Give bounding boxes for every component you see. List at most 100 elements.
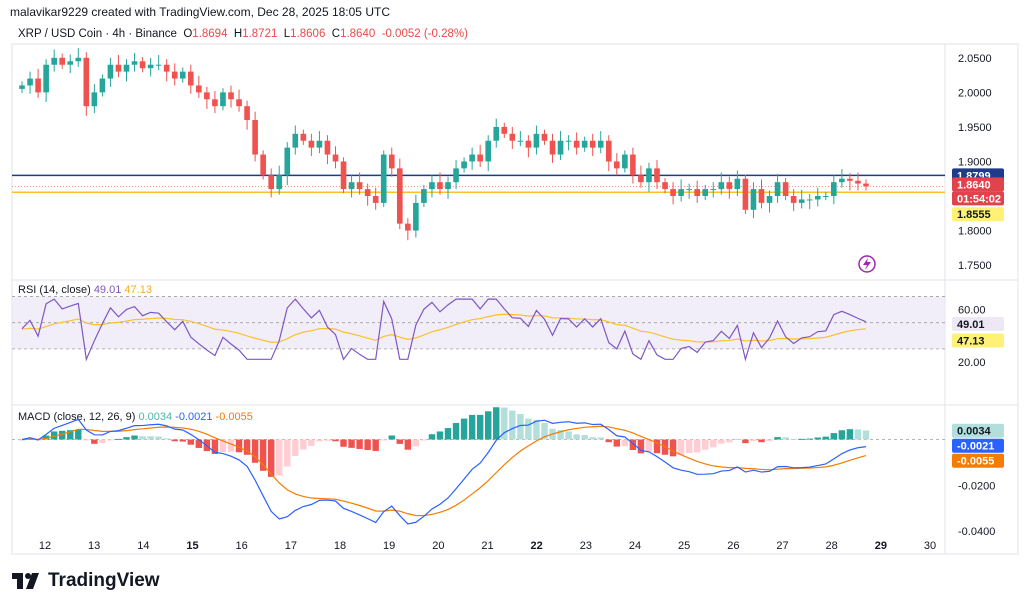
candle-body xyxy=(525,140,532,148)
price-tick-label: 1.8000 xyxy=(958,226,992,238)
macd-histogram-bar xyxy=(726,439,733,443)
candle-body xyxy=(51,57,57,65)
macd-histogram-bar xyxy=(276,439,283,476)
candle-body xyxy=(766,196,773,203)
macd-histogram-bar xyxy=(758,439,765,443)
rsi-label-bg xyxy=(952,316,1004,331)
candle-body xyxy=(517,140,524,142)
macd-histogram-bar xyxy=(838,430,846,440)
macd-histogram-bar xyxy=(83,439,90,441)
macd-histogram-bar xyxy=(862,430,870,440)
price-label-bg xyxy=(952,177,1004,192)
candle-body xyxy=(541,133,548,141)
candle-body xyxy=(19,85,25,89)
low-label: L xyxy=(283,28,291,40)
macd-histogram-bar xyxy=(251,439,259,463)
candle-body xyxy=(694,189,701,196)
close-value: 1.8640 xyxy=(340,28,376,40)
tradingview-logo-text: TradingView xyxy=(48,570,160,591)
open-label: O xyxy=(183,28,193,40)
macd-histogram-bar xyxy=(300,439,307,450)
candle-body xyxy=(726,182,733,190)
macd-histogram-bar xyxy=(669,439,677,457)
macd-histogram-bar xyxy=(541,422,548,440)
macd-histogram-bar xyxy=(396,439,404,444)
high-label: H xyxy=(233,28,243,40)
candle-body xyxy=(131,61,138,65)
candle-body xyxy=(115,64,122,72)
macd-histogram-bar xyxy=(501,407,508,440)
macd-histogram-bar xyxy=(581,435,588,440)
macd-histogram-bar xyxy=(412,439,420,447)
price-tick-label: 2.0500 xyxy=(958,53,992,65)
macd-histogram-bar xyxy=(830,433,838,440)
time-tick-label: 13 xyxy=(88,540,100,552)
candle-body xyxy=(847,178,853,181)
macd-histogram-bar xyxy=(316,439,323,442)
candle-body xyxy=(276,175,283,190)
candle-body xyxy=(758,189,765,203)
candle-body xyxy=(405,223,411,231)
time-tick-label: 21 xyxy=(481,540,493,552)
rsi-line xyxy=(21,298,867,362)
macd-histogram-bar xyxy=(653,439,661,454)
macd-histogram-bar xyxy=(211,439,219,454)
candle-body xyxy=(123,64,130,72)
candle-body xyxy=(179,71,186,79)
symbol-name[interactable]: XRP / USD Coin · 4h · Binance xyxy=(18,28,177,40)
tradingview-logo: TradingView xyxy=(12,570,160,592)
macd-histogram-bar xyxy=(292,439,299,457)
macd-histogram-bar xyxy=(267,439,275,477)
macd-histogram-bar xyxy=(147,436,154,440)
candle-body xyxy=(702,189,709,196)
macd-hist-value: 0.0034 xyxy=(138,411,173,423)
macd-histogram-bar xyxy=(187,439,195,445)
candle-body xyxy=(485,140,492,162)
candle-body xyxy=(380,154,387,203)
candle-body xyxy=(43,64,49,93)
macd-label-bg xyxy=(952,453,1004,468)
macd-histogram-bar xyxy=(388,435,395,440)
candle-body xyxy=(605,140,612,162)
time-tick-label: 14 xyxy=(137,540,149,552)
macd-histogram-bar xyxy=(798,438,805,440)
candle-body xyxy=(388,154,395,169)
macd-histogram-bar xyxy=(139,436,146,440)
candle-body xyxy=(686,189,692,191)
rsi-label-bg xyxy=(952,333,1004,348)
candle-body xyxy=(662,182,668,190)
macd-histogram-bar xyxy=(452,422,460,440)
macd-histogram-bar xyxy=(324,439,331,441)
macd-histogram-bar xyxy=(645,439,653,452)
macd-histogram-bar xyxy=(420,439,428,441)
macd-histogram-bar xyxy=(308,439,315,446)
candle-body xyxy=(549,140,556,155)
candle-body xyxy=(822,196,829,197)
macd-histogram-bar xyxy=(75,429,82,440)
rsi-tick-label: 20.00 xyxy=(958,357,986,369)
macd-histogram-bar xyxy=(822,436,830,440)
candle-body xyxy=(710,189,717,191)
candle-body xyxy=(638,175,644,183)
macd-label: -0.0021 xyxy=(957,441,994,453)
candle-body xyxy=(187,71,194,86)
candle-body xyxy=(839,178,845,183)
macd-tick-label: -0.0400 xyxy=(958,526,995,538)
time-tick-label: 12 xyxy=(39,540,51,552)
rsi-tick-label: 60.00 xyxy=(958,305,986,317)
macd-legend: MACD (close, 12, 26, 9) 0.0034 -0.0021 -… xyxy=(18,411,253,423)
macd-histogram-bar xyxy=(693,439,701,453)
macd-title[interactable]: MACD (close, 12, 26, 9) xyxy=(18,411,136,423)
macd-histogram-bar xyxy=(468,414,476,440)
candle-body xyxy=(437,182,443,190)
macd-histogram-bar xyxy=(332,439,339,442)
candle-body xyxy=(348,182,355,190)
rsi-ma-value: 47.13 xyxy=(124,284,152,296)
rsi-title[interactable]: RSI (14, close) xyxy=(18,284,91,296)
macd-signal-value: -0.0055 xyxy=(215,411,253,423)
candle-body xyxy=(790,196,797,203)
rsi-label: 49.01 xyxy=(957,319,985,331)
macd-histogram-bar xyxy=(589,437,596,440)
macd-histogram-bar xyxy=(533,419,540,440)
